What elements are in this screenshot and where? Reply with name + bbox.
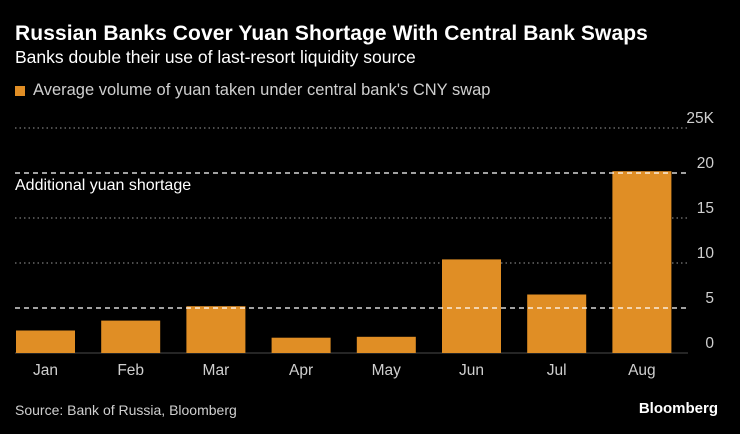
x-tick-label: Aug xyxy=(628,362,656,379)
chart-title: Russian Banks Cover Yuan Shortage With C… xyxy=(15,22,648,45)
y-tick-label: 20 xyxy=(697,155,715,172)
grid-lines xyxy=(15,127,688,354)
legend: Average volume of yuan taken under centr… xyxy=(15,81,490,100)
bar-jun xyxy=(442,259,501,353)
bar-mar xyxy=(186,306,246,353)
x-tick-label: Jun xyxy=(459,362,484,379)
reference-line-label: Additional yuan shortage xyxy=(15,177,191,194)
x-tick-label: May xyxy=(372,362,402,379)
y-tick-label: 10 xyxy=(697,245,715,262)
bar-apr xyxy=(271,337,331,353)
bar-aug xyxy=(612,171,672,353)
x-tick-label: Apr xyxy=(289,362,313,379)
bars xyxy=(16,171,672,353)
y-tick-label: 15 xyxy=(697,200,714,217)
legend-label: Average volume of yuan taken under centr… xyxy=(33,81,491,99)
legend-swatch xyxy=(15,85,25,96)
bar-feb xyxy=(101,320,161,353)
bar-jul xyxy=(527,294,587,353)
y-tick-label: 0 xyxy=(705,335,714,352)
bloomberg-logo: Bloomberg xyxy=(638,400,718,417)
y-axis-ticks: 0 5 10 15 20 25K xyxy=(686,110,714,352)
x-tick-label: Feb xyxy=(117,362,144,379)
x-tick-label: Jan xyxy=(33,362,58,379)
x-axis-ticks: Jan Feb Mar Apr May Jun Jul Aug xyxy=(33,362,656,379)
chart-subtitle: Banks double their use of last-resort li… xyxy=(15,47,416,67)
x-tick-label: Jul xyxy=(547,362,567,379)
bar-may xyxy=(356,336,416,353)
reference-lines: Additional yuan shortage xyxy=(15,172,688,309)
y-tick-label: 5 xyxy=(705,290,714,307)
x-tick-label: Mar xyxy=(203,362,230,379)
source-note: Source: Bank of Russia, Bloomberg xyxy=(15,402,237,418)
y-tick-label: 25K xyxy=(686,110,714,127)
bar-jan xyxy=(16,330,75,353)
